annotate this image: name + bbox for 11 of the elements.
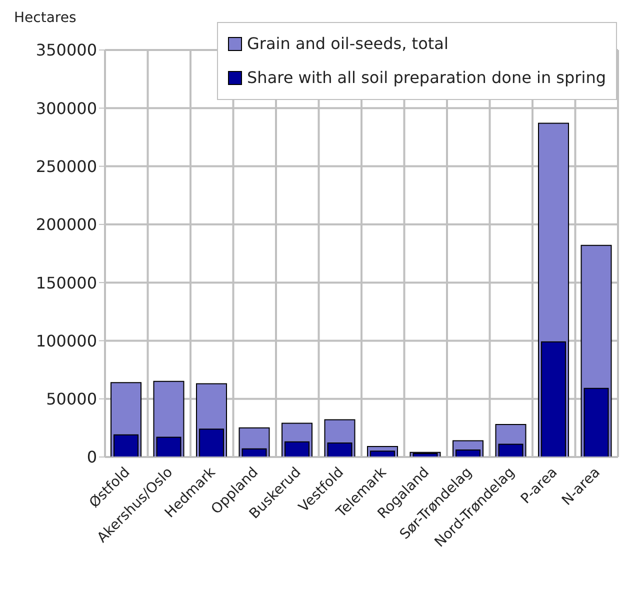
y-tick-label: 50000 xyxy=(46,390,97,409)
y-axis-title: Hectares xyxy=(14,10,76,26)
legend-label: Grain and oil-seeds, total xyxy=(247,33,448,55)
y-tick-label: 100000 xyxy=(36,331,97,350)
y-tick-label: 350000 xyxy=(36,40,97,60)
y-tick-label: 0 xyxy=(86,448,97,467)
y-tick-label: 300000 xyxy=(36,98,97,118)
y-tick-label: 200000 xyxy=(36,215,97,234)
y-tick-label: 250000 xyxy=(36,156,97,176)
legend-label: Share with all soil preparation done in spring xyxy=(247,67,606,89)
y-tick-label: 150000 xyxy=(36,273,97,292)
